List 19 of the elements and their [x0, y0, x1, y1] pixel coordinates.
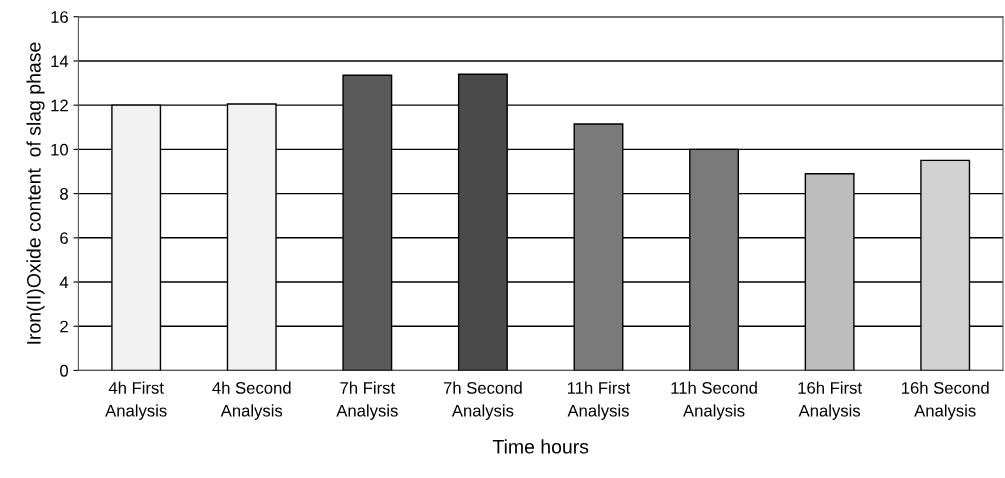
x-tick-label: 11h Second Analysis: [671, 381, 757, 420]
y-tick-label: 6: [60, 232, 68, 245]
y-axis-title: Iron(II)Oxide content of slag phase: [26, 42, 45, 344]
x-tick-label: 16h Second Analysis: [901, 381, 989, 420]
x-tick-label: 4h First Analysis: [105, 381, 167, 420]
y-tick-label: 12: [51, 99, 68, 112]
y-tick-label: 2: [60, 320, 68, 333]
y-tick-label: 4: [59, 276, 69, 289]
x-axis-title: Time hours: [492, 439, 589, 454]
y-tick-label: 10: [51, 143, 69, 156]
y-tick-label: 0: [60, 364, 69, 377]
x-tick-label: 7h First Analysis: [336, 381, 398, 420]
y-tick-label: 8: [60, 187, 68, 200]
y-tick-label: 16: [51, 11, 68, 23]
y-tick-label: 14: [51, 55, 69, 67]
x-tick-label: 7h Second Analysis: [443, 381, 522, 420]
x-tick-label: 16h First Analysis: [798, 381, 862, 420]
x-tick-label: 4h Second Analysis: [212, 381, 291, 420]
x-tick-label: 11h First Analysis: [567, 381, 631, 420]
